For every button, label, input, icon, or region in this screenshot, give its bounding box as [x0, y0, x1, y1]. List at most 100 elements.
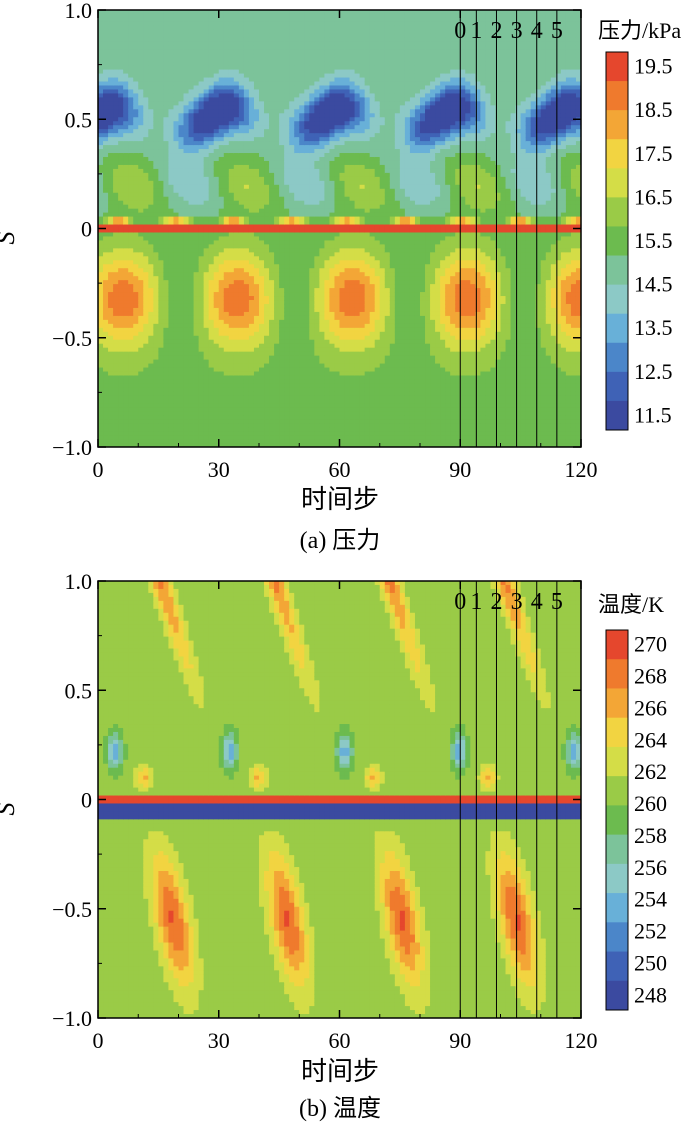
heatmap-cell	[198, 204, 205, 210]
heatmap-cell	[208, 97, 215, 102]
heatmap-cell	[168, 252, 175, 257]
heatmap-cell	[153, 216, 159, 222]
heatmap-cell	[274, 145, 280, 150]
heatmap-cell	[294, 141, 300, 146]
heatmap-cell	[284, 228, 290, 234]
heatmap-cell	[188, 45, 195, 51]
heatmap-cell	[264, 109, 270, 114]
heatmap-cell	[153, 256, 159, 261]
heatmap-cell	[233, 423, 240, 428]
heatmap-cell	[304, 423, 310, 428]
heatmap-cell	[113, 240, 119, 245]
heatmap-cell	[103, 216, 109, 222]
heatmap-cell	[193, 296, 200, 301]
heatmap-cell	[158, 347, 165, 353]
heatmap-cell	[304, 347, 310, 353]
heatmap-cell	[284, 379, 290, 385]
heatmap-cell	[233, 252, 240, 257]
heatmap-cell	[233, 248, 240, 253]
heatmap-cell	[113, 351, 119, 357]
heatmap-cell	[208, 307, 215, 313]
heatmap-cell	[193, 272, 200, 277]
heatmap-cell	[153, 252, 159, 257]
heatmap-cell	[118, 93, 124, 98]
heatmap-cell	[198, 264, 205, 269]
heatmap-cell	[233, 69, 240, 75]
heatmap-cell	[274, 53, 280, 59]
heatmap-cell	[284, 264, 290, 269]
heatmap-cell	[168, 228, 175, 234]
heatmap-cell	[269, 296, 275, 301]
heatmap-cell	[113, 53, 119, 59]
heatmap-cell	[173, 303, 180, 309]
heatmap-cell	[289, 260, 295, 265]
heatmap-cell	[138, 300, 144, 305]
heatmap-cell	[108, 300, 114, 305]
heatmap-cell	[279, 10, 285, 15]
heatmap-cell	[274, 93, 280, 98]
heatmap-cell	[143, 216, 149, 222]
heatmap-cell	[319, 37, 326, 43]
heatmap-cell	[264, 419, 270, 424]
heatmap-cell	[299, 331, 305, 337]
heatmap-cell	[98, 105, 104, 110]
heatmap-cell	[304, 121, 310, 126]
heatmap-cell	[183, 359, 190, 365]
heatmap-cell	[253, 268, 260, 273]
heatmap-cell	[103, 156, 109, 162]
heatmap-cell	[158, 323, 165, 329]
heatmap-cell	[158, 117, 165, 122]
heatmap-cell	[274, 311, 280, 317]
heatmap-cell	[133, 184, 139, 190]
heatmap-cell	[228, 367, 235, 373]
heatmap-cell	[128, 303, 134, 309]
heatmap-cell	[108, 97, 114, 102]
heatmap-cell	[208, 121, 215, 126]
heatmap-cell	[163, 232, 170, 238]
heatmap-cell	[294, 196, 300, 202]
heatmap-cell	[243, 379, 250, 385]
heatmap-cell	[274, 363, 280, 369]
heatmap-cell	[289, 125, 295, 130]
heatmap-cell	[168, 335, 175, 341]
heatmap-cell	[233, 45, 240, 51]
heatmap-cell	[253, 264, 260, 269]
heatmap-cell	[153, 339, 159, 345]
heatmap-cell	[168, 260, 175, 265]
heatmap-cell	[158, 387, 165, 392]
heatmap-cell	[118, 280, 124, 285]
heatmap-cell	[113, 93, 119, 98]
heatmap-cell	[264, 196, 270, 202]
heatmap-cell	[163, 117, 170, 122]
heatmap-cell	[228, 168, 235, 174]
heatmap-cell	[143, 121, 149, 126]
heatmap-cell	[228, 25, 235, 31]
heatmap-cell	[213, 109, 220, 114]
heatmap-cell	[248, 17, 255, 23]
heatmap-cell	[228, 156, 235, 162]
heatmap-cell	[108, 37, 114, 43]
heatmap-cell	[128, 391, 134, 396]
heatmap-cell	[248, 435, 255, 440]
heatmap-cell	[173, 184, 180, 190]
heatmap-cell	[158, 296, 165, 301]
heatmap-cell	[98, 69, 104, 75]
heatmap-cell	[158, 236, 165, 242]
heatmap-cell	[183, 315, 190, 321]
heatmap-cell	[108, 419, 114, 424]
heatmap-cell	[188, 359, 195, 365]
heatmap-cell	[98, 101, 104, 106]
heatmap-cell	[299, 355, 305, 361]
heatmap-cell	[198, 280, 205, 285]
heatmap-cell	[103, 355, 109, 361]
heatmap-cell	[98, 288, 104, 293]
heatmap-cell	[223, 300, 230, 305]
heatmap-cell	[173, 117, 180, 122]
heatmap-cell	[173, 335, 180, 341]
heatmap-cell	[168, 208, 175, 214]
heatmap-cell	[148, 168, 154, 174]
heatmap-cell	[208, 61, 215, 67]
heatmap-cell	[218, 272, 225, 277]
heatmap-cell	[259, 411, 265, 416]
heatmap-cell	[108, 399, 114, 404]
